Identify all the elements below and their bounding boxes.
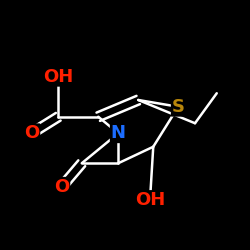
Text: N: N bbox=[111, 124, 126, 142]
Text: O: O bbox=[54, 178, 70, 196]
Text: OH: OH bbox=[43, 68, 74, 86]
Text: O: O bbox=[24, 124, 40, 142]
Text: OH: OH bbox=[135, 191, 165, 209]
Text: S: S bbox=[172, 98, 185, 116]
